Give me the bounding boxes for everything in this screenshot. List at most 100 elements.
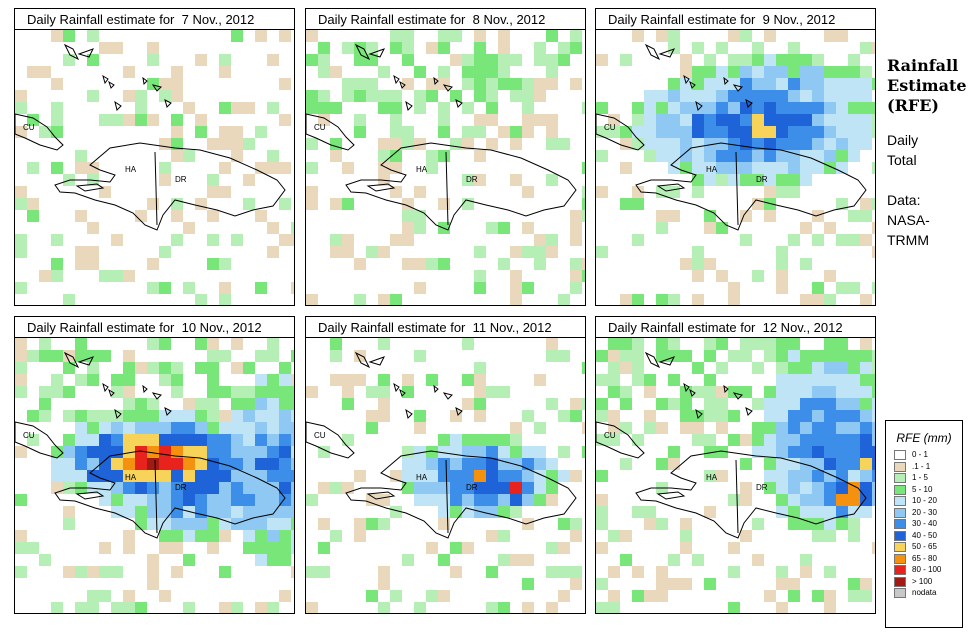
rain-cell: [510, 90, 522, 102]
rain-cell: [692, 362, 704, 374]
rain-cell: [243, 422, 255, 434]
rain-cell: [15, 494, 27, 506]
rain-cell: [800, 566, 812, 578]
rain-cell: [836, 482, 848, 494]
border-line: [445, 459, 449, 534]
rain-cell: [147, 258, 159, 270]
rain-cell: [147, 410, 159, 422]
rain-cell: [390, 162, 402, 174]
legend-item: 40 - 50: [886, 530, 962, 542]
rain-cell: [87, 258, 99, 270]
rain-cell: [728, 566, 740, 578]
rain-cell: [378, 398, 390, 410]
rain-cell: [872, 42, 875, 54]
rain-cell: [812, 518, 824, 530]
rain-cell: [668, 150, 680, 162]
rain-cell: [788, 350, 800, 362]
rain-cell: [740, 162, 752, 174]
rain-cell: [438, 506, 450, 518]
rain-cell: [836, 422, 848, 434]
rain-cell: [824, 494, 836, 506]
rain-cell: [99, 186, 111, 198]
rain-cell: [486, 102, 498, 114]
rain-cell: [860, 446, 872, 458]
rain-cell: [776, 54, 788, 66]
rain-cell: [716, 362, 728, 374]
rain-cell: [872, 78, 875, 90]
rain-cell: [402, 482, 414, 494]
coastline: [15, 43, 286, 231]
rain-cell: [51, 234, 63, 246]
rain-cell: [159, 138, 171, 150]
rain-cell: [207, 422, 219, 434]
rain-cell: [824, 506, 836, 518]
rain-cell: [716, 90, 728, 102]
rain-cell: [330, 66, 342, 78]
bahamas-island-outline: [658, 48, 676, 58]
rain-cell: [788, 162, 800, 174]
rain-cell: [390, 470, 402, 482]
rain-cell: [123, 590, 135, 602]
panel-title: Daily Rainfall estimate for 11 Nov., 201…: [306, 317, 585, 338]
rain-cell: [195, 446, 207, 458]
rain-cell: [704, 138, 716, 150]
rain-cell: [111, 482, 123, 494]
rain-cell: [872, 446, 875, 458]
rain-cell: [608, 374, 620, 386]
rain-cell: [632, 186, 644, 198]
rain-cell: [848, 150, 860, 162]
rain-cell: [462, 138, 474, 150]
rain-cell: [788, 410, 800, 422]
rain-cell: [147, 398, 159, 410]
rain-grid: [15, 338, 294, 613]
rain-cell: [267, 494, 279, 506]
country-label-cu: CU: [604, 431, 616, 440]
rain-cell: [848, 66, 860, 78]
panel-title: Daily Rainfall estimate for 7 Nov., 2012: [15, 9, 294, 30]
rain-cell: [776, 138, 788, 150]
rain-cell: [800, 174, 812, 186]
rain-cell: [219, 126, 231, 138]
legend-label: 0 - 1: [912, 450, 929, 459]
rain-cell: [123, 446, 135, 458]
rain-cell: [692, 150, 704, 162]
rain-cell: [608, 566, 620, 578]
rain-cell: [123, 602, 135, 613]
rain-cell: [680, 386, 692, 398]
rain-cell: [620, 162, 632, 174]
rain-cell: [306, 102, 318, 114]
rain-cell: [195, 506, 207, 518]
rain-cell: [390, 30, 402, 42]
rain-cell: [147, 518, 159, 530]
rain-cell: [570, 470, 582, 482]
rain-cell: [800, 518, 812, 530]
rain-grid: [596, 338, 875, 613]
rain-cell: [716, 398, 728, 410]
rain-cell: [800, 362, 812, 374]
rain-cell: [800, 66, 812, 78]
rain-cell: [474, 246, 486, 258]
rain-cell: [752, 150, 764, 162]
rain-cell: [171, 470, 183, 482]
rain-cell: [860, 294, 872, 305]
rain-cell: [656, 422, 668, 434]
rain-cell: [510, 470, 522, 482]
rainfall-panel-nov8: Daily Rainfall estimate for 8 Nov., 2012…: [305, 8, 586, 306]
rain-cell: [279, 446, 291, 458]
rain-cell: [342, 434, 354, 446]
rain-cell: [159, 174, 171, 186]
rain-cell: [87, 222, 99, 234]
rain-cell: [15, 246, 27, 258]
rain-cell: [378, 90, 390, 102]
rain-cell: [402, 210, 414, 222]
rain-cell: [159, 530, 171, 542]
side-title-line: Estimate: [887, 76, 967, 95]
rain-cell: [656, 222, 668, 234]
rain-cell: [462, 66, 474, 78]
rain-cell: [546, 126, 558, 138]
rain-cell: [159, 410, 171, 422]
rain-cell: [426, 446, 438, 458]
rain-cell: [219, 186, 231, 198]
rain-cell: [764, 350, 776, 362]
